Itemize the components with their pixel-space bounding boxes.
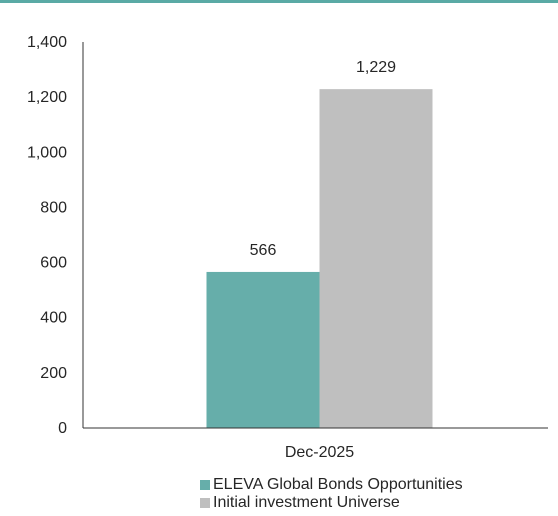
bars-group — [206, 89, 433, 428]
legend-item-eleva: ELEVA Global Bonds Opportunities — [200, 476, 463, 494]
bar-chart: 0 200 400 600 800 1,000 1,200 1,400 566 1,229 De… — [27, 34, 548, 461]
legend-swatch-universe — [200, 498, 210, 508]
data-label-eleva: 566 — [250, 242, 277, 259]
y-tick-label: 400 — [40, 310, 67, 327]
x-axis-tick-labels: Dec-2025 — [285, 444, 354, 461]
y-tick-label: 1,000 — [27, 144, 67, 161]
legend-label-universe: Initial investment Universe — [213, 494, 400, 511]
legend: ELEVA Global Bonds Opportunities Initial… — [200, 476, 463, 512]
bar-eleva — [206, 271, 320, 428]
legend-swatch-eleva — [200, 480, 210, 490]
y-tick-label: 1,200 — [27, 89, 67, 106]
y-tick-label: 200 — [40, 365, 67, 382]
data-labels-group: 566 1,229 — [250, 59, 396, 259]
y-tick-label: 1,400 — [27, 34, 67, 51]
y-tick-label: 0 — [58, 420, 67, 437]
y-axis-tick-labels: 0 200 400 600 800 1,000 1,200 1,400 — [27, 34, 67, 437]
legend-label-eleva: ELEVA Global Bonds Opportunities — [213, 476, 463, 493]
bar-universe — [319, 89, 433, 428]
top-accent-rule — [0, 0, 558, 3]
y-tick-label: 800 — [40, 199, 67, 216]
legend-item-universe: Initial investment Universe — [200, 494, 463, 512]
x-tick-label: Dec-2025 — [285, 444, 354, 461]
data-label-universe: 1,229 — [356, 59, 396, 76]
y-tick-label: 600 — [40, 255, 67, 272]
